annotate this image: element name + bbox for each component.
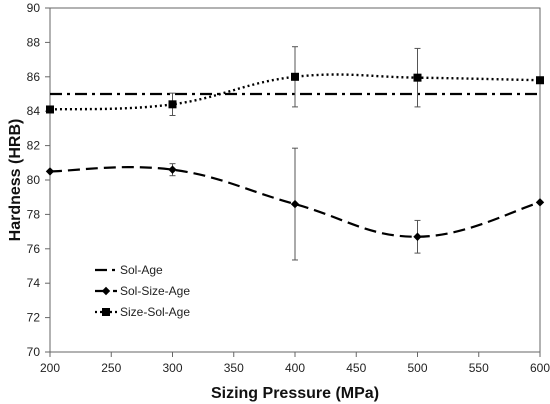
legend-item: Sol-Size-Age: [95, 284, 190, 298]
x-tick-label: 200: [40, 361, 60, 375]
data-point-marker: [535, 198, 545, 207]
y-tick-label: 84: [27, 104, 41, 118]
data-point-marker: [413, 73, 422, 82]
legend-swatch-marker: [101, 286, 111, 296]
x-tick-label: 550: [469, 361, 489, 375]
y-tick-label: 82: [27, 139, 41, 153]
series-sol-size-age: [45, 147, 545, 261]
series-line: [49, 166, 541, 238]
x-tick-label: 600: [530, 361, 550, 375]
data-point-marker: [45, 167, 55, 176]
legend-swatch-marker: [102, 308, 110, 316]
legend-label: Size-Sol-Age: [120, 305, 190, 319]
data-point-marker: [290, 199, 300, 209]
data-point-marker: [168, 100, 177, 109]
series-line: [49, 73, 541, 111]
y-tick-label: 74: [27, 276, 41, 290]
y-tick-label: 78: [27, 207, 41, 221]
data-point-marker: [46, 105, 54, 114]
x-tick-label: 350: [224, 361, 244, 375]
y-tick-label: 76: [27, 242, 41, 256]
legend-label: Sol-Age: [120, 263, 163, 277]
x-tick-label: 400: [285, 361, 305, 375]
legend-label: Sol-Size-Age: [120, 284, 190, 298]
legend-item: Sol-Age: [95, 263, 163, 277]
data-point-marker: [413, 232, 422, 241]
data-point-marker: [168, 165, 177, 174]
data-point-marker: [291, 72, 299, 81]
series-size-sol-age: [46, 46, 544, 116]
y-tick-label: 80: [27, 173, 41, 187]
x-tick-label: 300: [162, 361, 182, 375]
y-tick-label: 86: [27, 70, 41, 84]
x-axis-title: Sizing Pressure (MPa): [211, 385, 379, 402]
legend-item: Size-Sol-Age: [95, 305, 190, 319]
y-tick-label: 90: [27, 1, 41, 15]
x-tick-label: 500: [407, 361, 427, 375]
y-axis-title: Hardness (HRB): [7, 119, 24, 242]
data-point-marker: [536, 76, 544, 85]
y-tick-label: 72: [27, 311, 41, 325]
y-tick-label: 88: [27, 35, 41, 49]
x-tick-label: 450: [346, 361, 366, 375]
x-tick-label: 250: [101, 361, 121, 375]
y-tick-label: 70: [27, 345, 41, 359]
